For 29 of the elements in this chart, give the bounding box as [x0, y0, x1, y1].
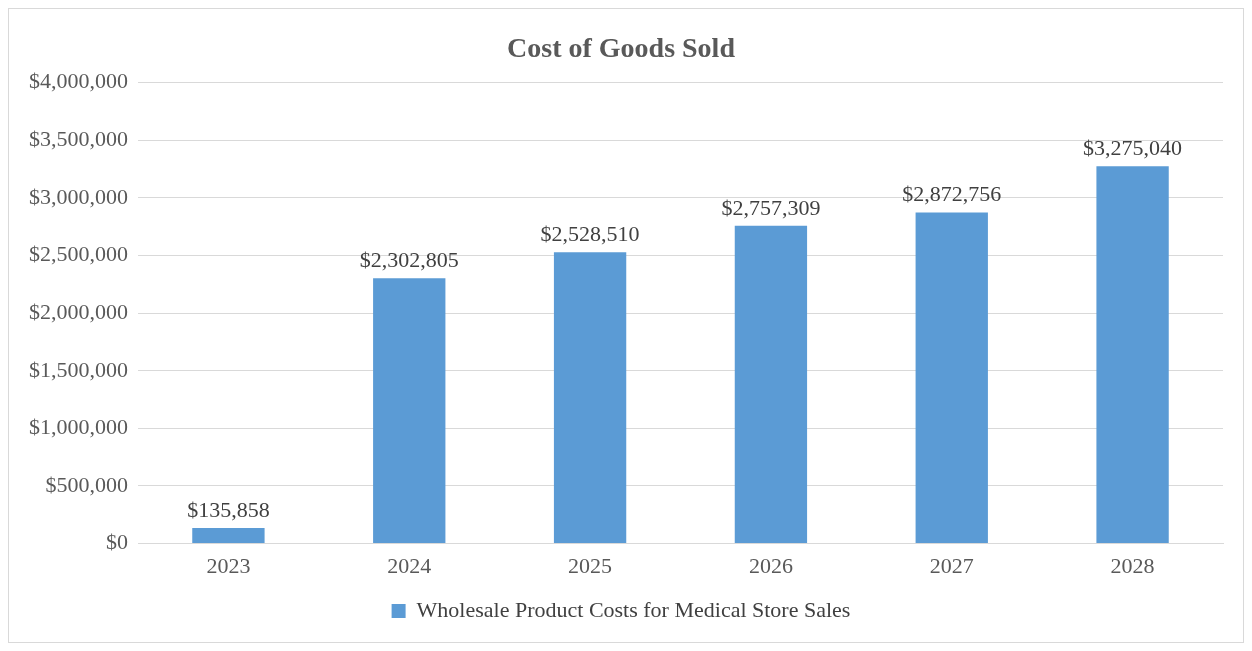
bar: [915, 212, 988, 544]
data-label: $135,858: [187, 496, 270, 522]
data-label: $2,528,510: [540, 220, 640, 246]
y-tick-label: $1,500,000: [29, 356, 128, 382]
y-tick-label: $1,000,000: [29, 414, 128, 440]
y-tick-label: $3,500,000: [29, 126, 128, 152]
x-tick-label: 2028: [1110, 552, 1155, 578]
y-tick-label: $0: [106, 529, 128, 555]
x-tick-label: 2027: [929, 552, 974, 578]
x-tick-label: 2024: [387, 552, 432, 578]
data-label: $2,872,756: [902, 181, 1002, 207]
x-tick-label: 2026: [748, 552, 793, 578]
data-label: $2,757,309: [721, 194, 821, 220]
bar: [734, 225, 808, 544]
y-tick-label: $3,000,000: [29, 183, 128, 209]
x-tick-label: 2025: [568, 552, 613, 578]
data-label: $2,302,805: [359, 246, 459, 272]
y-tick-label: $2,500,000: [29, 241, 128, 267]
bar: [553, 252, 627, 544]
legend-label: Wholesale Product Costs for Medical Store Sales: [416, 596, 851, 622]
chart-title: Cost of Goods Sold: [507, 32, 736, 64]
y-tick-label: $500,000: [45, 471, 128, 497]
data-label: $3,275,040: [1083, 134, 1183, 160]
y-tick-label: $2,000,000: [29, 298, 128, 324]
bar: [1096, 166, 1169, 544]
y-tick-label: $4,000,000: [29, 68, 128, 94]
bar: [373, 278, 446, 544]
x-tick-label: 2023: [206, 552, 251, 578]
bar: [192, 527, 265, 544]
